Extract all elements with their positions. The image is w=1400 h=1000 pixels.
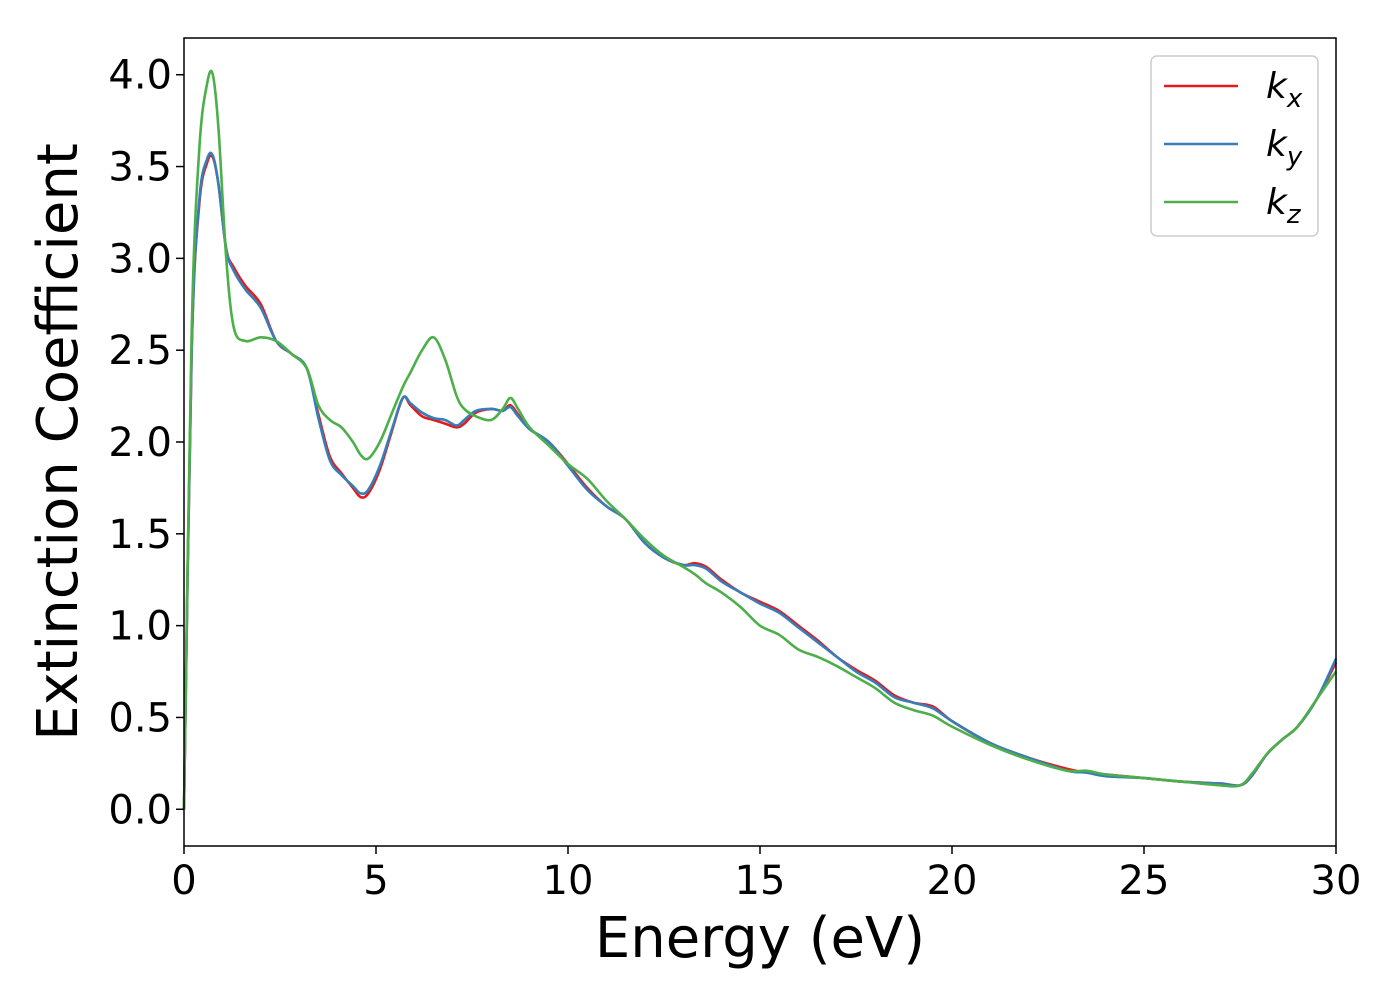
x-tick-label: 5 [363, 858, 388, 904]
y-tick-label: 1.0 [108, 604, 172, 650]
y-tick-label: 1.5 [108, 512, 172, 558]
x-tick-label: 10 [543, 858, 594, 904]
series-line-kz [182, 69, 1338, 810]
series-line-kx [182, 154, 1338, 810]
x-axis-label: Energy (eV) [595, 906, 925, 971]
legend: kx ky kz [1150, 55, 1319, 237]
legend-items: kx ky kz [1164, 66, 1303, 230]
x-tick-label: 0 [171, 858, 196, 904]
y-tick-label: 2.5 [108, 328, 172, 374]
x-tick-label: 20 [927, 858, 978, 904]
legend-label-ky: ky [1266, 124, 1303, 172]
x-axis-ticks: 0 5 10 15 20 25 30 [171, 846, 1361, 904]
y-tick-label: 3.5 [108, 145, 172, 191]
legend-box [1150, 55, 1319, 237]
y-tick-label: 0.5 [108, 695, 172, 741]
y-tick-label: 3.0 [108, 236, 172, 282]
series-line-ky [182, 151, 1338, 810]
plot-lines [182, 69, 1338, 810]
y-axis-label: Extinction Coefficient [26, 143, 91, 741]
x-tick-label: 15 [735, 858, 786, 904]
y-tick-label: 0.0 [108, 787, 172, 833]
x-tick-label: 30 [1311, 858, 1362, 904]
y-tick-label: 2.0 [108, 420, 172, 466]
legend-label-kz: kz [1266, 182, 1302, 230]
y-axis-ticks: 0.0 0.5 1.0 1.5 2.0 2.5 3.0 3.5 4.0 [108, 53, 184, 833]
legend-label-kx: kx [1266, 66, 1303, 114]
x-tick-label: 25 [1119, 858, 1170, 904]
y-tick-label: 4.0 [108, 53, 172, 99]
